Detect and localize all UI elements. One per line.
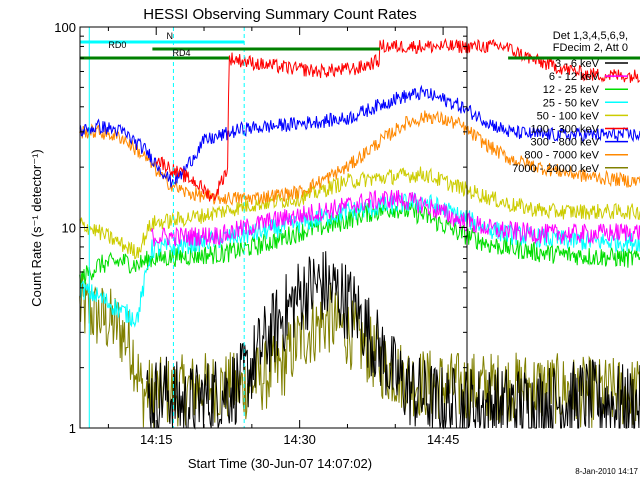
x-axis-label: Start Time (30-Jun-07 14:07:02): [188, 456, 372, 471]
legend-label-6-12-kev: 6 - 12 keV: [549, 71, 600, 83]
x-tick-label: 14:45: [427, 432, 460, 447]
flag-label-n: N: [167, 31, 174, 41]
legend-label-25-50-kev: 25 - 50 keV: [543, 97, 600, 109]
legend-label-12-25-kev: 12 - 25 keV: [543, 84, 600, 96]
series-line-300-800-kev: [79, 84, 640, 188]
legend-header-line-2: FDecim 2, Att 0: [553, 42, 628, 54]
series-line-100-300-kev: [155, 37, 640, 202]
legend: Det 1,3,4,5,6,9,FDecim 2, Att 0 3 - 6 keV…: [512, 30, 628, 175]
flag-label-rd0: RD0: [108, 40, 126, 50]
series-line-12-25-kev: [79, 200, 640, 289]
legend-header-line-1: Det 1,3,4,5,6,9,: [553, 30, 628, 42]
legend-label-100-300-kev: 100 - 300 keV: [531, 124, 600, 136]
footer-date: 8-Jan-2010 14:17: [575, 467, 638, 476]
series-line-6-12-kev: [150, 189, 640, 247]
y-axis-label: Count Rate (s⁻¹ detector⁻¹): [29, 149, 44, 307]
series-line-800-7000-kev: [79, 110, 640, 206]
observing-flags: N RD0 RD4: [80, 27, 640, 428]
x-tick-label: 14:30: [283, 432, 316, 447]
flag-label-rd4: RD4: [172, 48, 190, 58]
legend-label-300-800-kev: 300 - 800 keV: [531, 137, 600, 149]
series-line-7000-20000-kev: [79, 272, 640, 428]
legend-label-50-100-kev: 50 - 100 keV: [537, 110, 600, 122]
chart-title: HESSI Observing Summary Count Rates: [143, 6, 416, 23]
x-tick-label: 14:15: [140, 432, 173, 447]
series-line-50-100-kev: [79, 166, 640, 260]
plot-axes: 14:15 14:30 14:45 1 10 100: [54, 20, 468, 447]
y-tick-label: 10: [62, 221, 76, 236]
legend-label-7000-20000-kev: 7000 - 20000 keV: [512, 163, 600, 175]
y-tick-label: 1: [69, 421, 76, 436]
legend-label-800-7000-kev: 800 - 7000 keV: [524, 150, 599, 162]
plot-data: [79, 37, 640, 430]
legend-label-3-6-kev: 3 - 6 keV: [555, 58, 600, 70]
y-tick-label: 100: [54, 20, 76, 35]
series-line-3-6-kev: [146, 251, 640, 430]
